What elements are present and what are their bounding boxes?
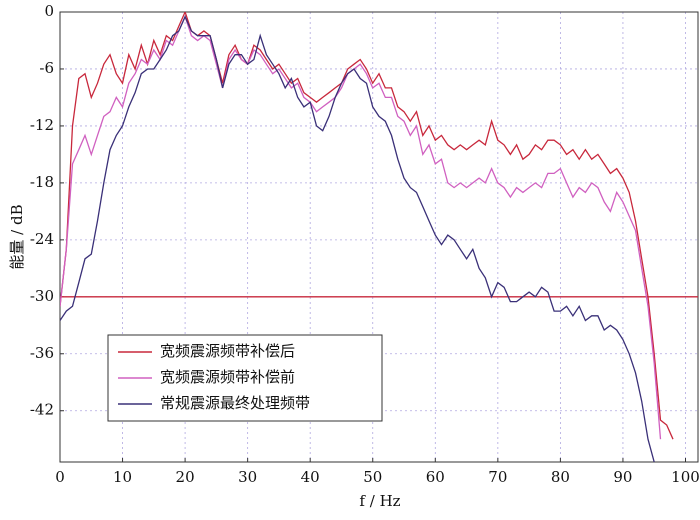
x-tick-label: 50 xyxy=(363,468,382,486)
y-tick-label: -24 xyxy=(30,230,54,248)
y-axis-label: 能量 / dB xyxy=(8,204,26,269)
x-tick-label: 100 xyxy=(671,468,700,486)
x-tick-label: 90 xyxy=(613,468,632,486)
y-tick-label: -42 xyxy=(30,401,54,419)
x-tick-label: 40 xyxy=(301,468,320,486)
y-tick-label: 0 xyxy=(44,2,54,20)
legend-label: 宽频震源频带补偿后 xyxy=(160,342,295,360)
x-axis-label: f / Hz xyxy=(359,492,400,510)
x-tick-label: 80 xyxy=(551,468,570,486)
series-line xyxy=(60,12,674,440)
series-line xyxy=(60,15,655,462)
x-tick-label: 20 xyxy=(176,468,195,486)
plot-frame xyxy=(59,11,699,463)
x-tick-label: 60 xyxy=(426,468,445,486)
legend-box xyxy=(107,334,383,422)
legend-label: 常规震源最终处理频带 xyxy=(160,394,310,412)
y-tick-label: -30 xyxy=(30,287,54,305)
x-tick-label: 30 xyxy=(238,468,257,486)
y-tick-label: -18 xyxy=(30,173,54,191)
y-tick-label: -6 xyxy=(39,59,54,77)
legend-label: 宽频震源频带补偿前 xyxy=(160,368,295,386)
x-tick-label: 10 xyxy=(113,468,132,486)
x-tick-label: 70 xyxy=(488,468,507,486)
x-tick-label: 0 xyxy=(55,468,65,486)
y-tick-label: -36 xyxy=(30,344,54,362)
y-tick-label: -12 xyxy=(30,116,54,134)
